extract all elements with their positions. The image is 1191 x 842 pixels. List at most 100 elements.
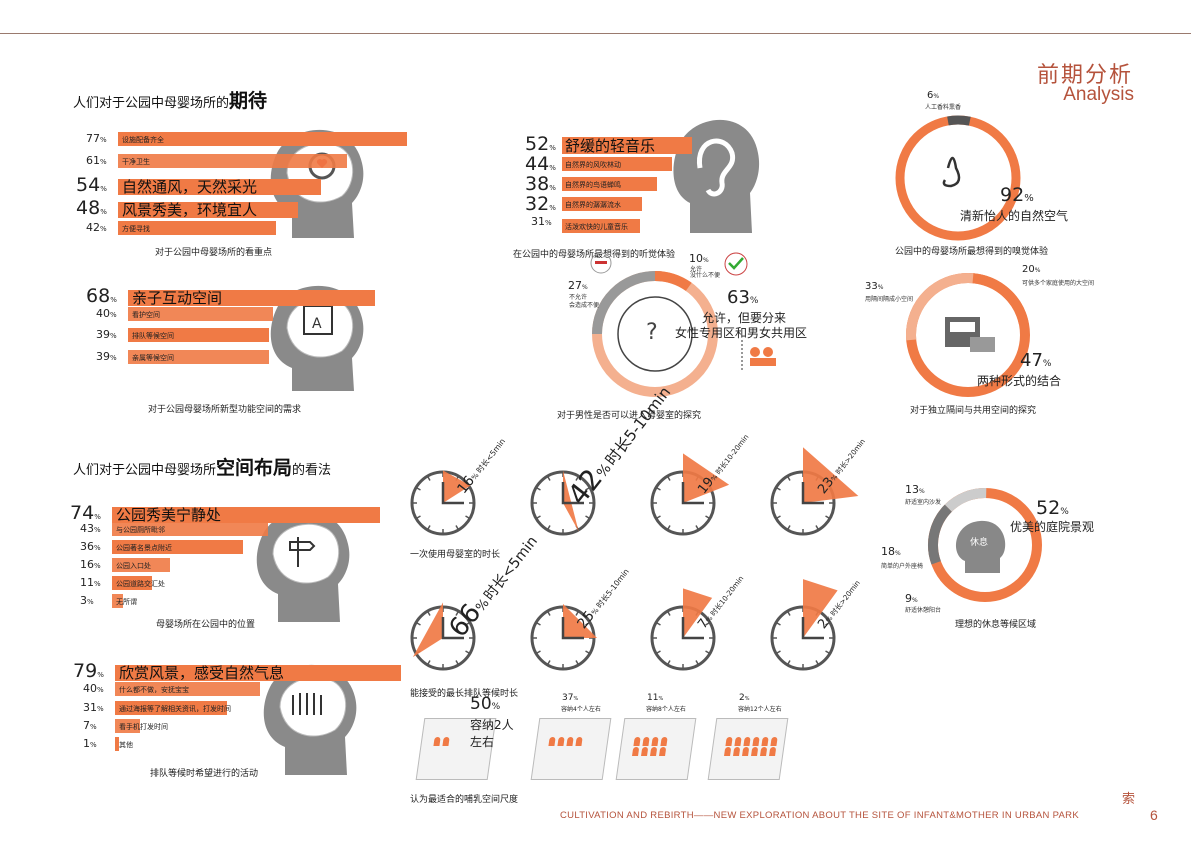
- male-c-label2: 女性专用区和男女共用区: [675, 326, 808, 340]
- rest-d-label: 舒适休憩阳台: [905, 607, 942, 614]
- waiting-label: 什么都不做，安抚宝宝: [119, 686, 189, 694]
- clock-wedge: [803, 447, 859, 503]
- location-bar: [112, 558, 170, 572]
- caption-hearing: 在公园中的母婴场所最想得到的听觉体验: [513, 250, 676, 260]
- clock-hands: [441, 617, 464, 640]
- clock-queue_time-2: [650, 588, 716, 671]
- location-bar: [112, 522, 268, 536]
- function-bar: [128, 307, 273, 321]
- head-nature-icon: [263, 664, 357, 775]
- male-donut: ?: [592, 271, 718, 397]
- waiting-bar: [115, 737, 119, 751]
- location-bar: [112, 576, 152, 590]
- room-box: [615, 718, 697, 780]
- function-label: 亲属等候空间: [132, 354, 174, 362]
- location-pct: 43%: [80, 522, 101, 535]
- function-bar: [128, 328, 269, 342]
- separate-donut: [905, 273, 1030, 398]
- person-icon: [557, 737, 565, 746]
- person-icon: [769, 747, 777, 756]
- rest-c-label: 简单的户外座椅: [881, 563, 924, 570]
- nose-icon: [942, 156, 961, 188]
- rest-center-label: 休息: [970, 536, 988, 548]
- top-rule: [0, 33, 1191, 34]
- separate-a-pct: 33%: [865, 281, 884, 292]
- person-icon: [724, 747, 732, 756]
- separate-b-label: 可供多个家庭使用的大空间: [1022, 280, 1095, 287]
- caption-waiting: 排队等候时希望进行的活动: [150, 769, 259, 779]
- person-icon: [650, 747, 658, 756]
- person-icon: [548, 737, 556, 746]
- focus-pct: 77%: [86, 132, 107, 145]
- person-icon: [575, 737, 583, 746]
- section-title-layout: 人们对于公园中母婴场所空间布局的看法: [73, 457, 332, 479]
- person-icon: [442, 737, 450, 746]
- clock-queue_time-3: [770, 579, 838, 671]
- rest-d-pct: 9%: [905, 592, 918, 605]
- location-bar: [112, 540, 243, 554]
- person-icon: [642, 737, 650, 746]
- location-bar: [112, 594, 123, 608]
- waiting-label: 通过海报等了解相关资讯，打发时间: [119, 705, 231, 713]
- clock-use_time-1: [530, 470, 596, 536]
- focus-bar: [118, 202, 298, 218]
- focus-label: 自然通风，天然采光: [122, 178, 258, 196]
- person-icon: [632, 747, 640, 756]
- clock-hands: [561, 617, 584, 640]
- smell-a-label: 人工香料熏香: [925, 104, 962, 111]
- focus-bar: [118, 179, 321, 195]
- room-label: 容纳12个人左右: [738, 706, 782, 713]
- waiting-pct: 79%: [73, 660, 104, 682]
- separate-a-label: 用隔间隔成小空间: [865, 296, 914, 303]
- head-abc-block-icon: A: [270, 285, 364, 391]
- clock-hands: [801, 617, 824, 640]
- page-number: 6: [1150, 807, 1158, 823]
- location-label: 与公园厕所毗邻: [116, 526, 165, 534]
- clock-wedge: [683, 453, 730, 503]
- hearing-label: 舒缓的轻音乐: [565, 137, 656, 155]
- hearing-label: 自然界的风吹林动: [565, 161, 621, 169]
- footer-text: CULTIVATION AND REBIRTH——NEW EXPLORATION…: [560, 810, 1079, 821]
- head-ear-icon: [673, 119, 760, 233]
- room-label: 容纳8个人左右: [646, 706, 686, 713]
- location-label: 公园秀美宁静处: [116, 506, 222, 524]
- waiting-pct: 7%: [83, 719, 97, 732]
- focus-label: 干净卫生: [122, 158, 150, 166]
- room-box: [707, 718, 789, 780]
- function-bar: [128, 350, 269, 364]
- location-pct: 74%: [70, 502, 101, 524]
- waiting-bar: [115, 719, 140, 733]
- rest-donut: 休息: [927, 488, 1042, 602]
- clock-use_time-0: [410, 470, 476, 536]
- clock-wedge: [563, 603, 598, 638]
- function-pct: 39%: [96, 350, 117, 363]
- clock-use_time-2: [650, 453, 730, 536]
- focus-pct: 42%: [86, 221, 107, 234]
- smell-b-label: 清新怡人的自然空气: [960, 209, 1069, 223]
- separate-b-pct: 20%: [1022, 264, 1041, 275]
- question-head-icon: ?: [646, 320, 658, 345]
- person-icon: [651, 737, 659, 746]
- room-pct: 2%: [739, 693, 750, 703]
- function-pct: 68%: [86, 285, 117, 307]
- rest-b-pct: 52%: [1036, 497, 1069, 519]
- function-label: 看护空间: [132, 311, 160, 319]
- room-pct: 50%: [470, 694, 501, 714]
- caption-location: 母婴场所在公园中的位置: [156, 620, 256, 630]
- footer-mark: 索: [1122, 792, 1136, 807]
- person-icon: [660, 737, 668, 746]
- rest-a-label: 舒适室内沙发: [905, 499, 942, 506]
- focus-pct: 61%: [86, 154, 107, 167]
- function-label: 排队等候空间: [132, 332, 174, 340]
- person-icon: [433, 737, 441, 746]
- checkmark-face-icon: [724, 252, 748, 276]
- hearing-pct: 32%: [525, 193, 556, 215]
- person-icon: [734, 737, 742, 746]
- waiting-bar: [115, 665, 401, 681]
- rest-b-label: 优美的庭院景观: [1010, 520, 1095, 534]
- room-pct: 11%: [647, 693, 664, 703]
- location-label: 公园道路交汇处: [116, 580, 165, 588]
- smell-b-pct: 92%: [1000, 184, 1034, 206]
- location-pct: 3%: [80, 594, 94, 607]
- clock-hands: [801, 482, 824, 505]
